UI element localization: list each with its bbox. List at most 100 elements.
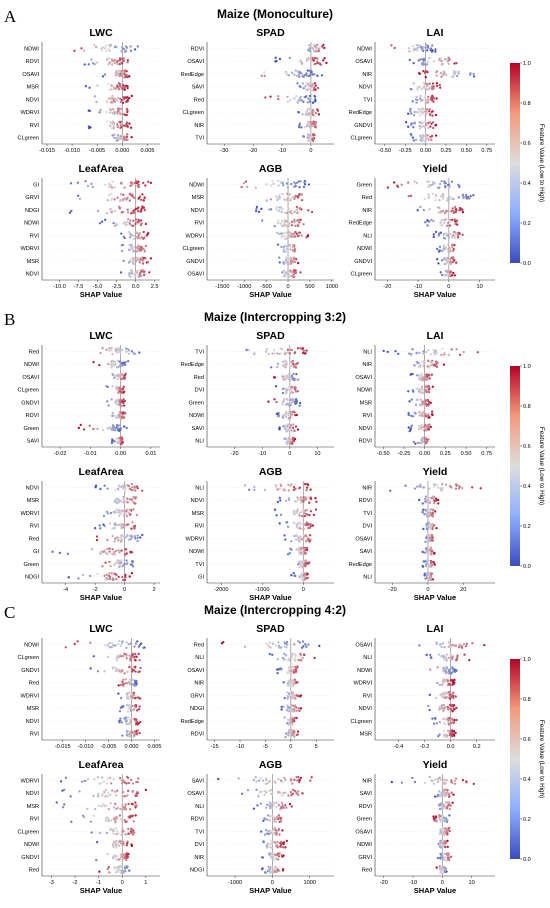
- shap-point: [288, 56, 291, 59]
- shap-point: [287, 423, 290, 426]
- shap-point: [117, 391, 120, 395]
- shap-point: [131, 246, 134, 250]
- shap-point: [282, 414, 285, 417]
- shap-point: [282, 705, 285, 708]
- shap-point: [437, 653, 441, 656]
- shap-point: [133, 645, 136, 648]
- shap-point: [440, 60, 443, 63]
- feature-points: [284, 728, 300, 739]
- shap-point: [457, 183, 460, 186]
- shap-point: [429, 512, 432, 515]
- shap-point: [132, 501, 135, 504]
- colorbar-tick-label: 1.0: [523, 364, 531, 370]
- shap-point: [276, 243, 280, 246]
- shap-point: [432, 126, 435, 130]
- shap-point: [284, 351, 287, 354]
- shap-point: [114, 794, 118, 797]
- shap-point: [429, 549, 432, 552]
- shap-point: [116, 487, 120, 491]
- x-tick-label: -0.2: [420, 744, 430, 750]
- feature-points: [424, 533, 435, 543]
- feature-points: [120, 230, 150, 241]
- shap-point: [282, 183, 285, 187]
- colorbar-gradient: [510, 366, 520, 566]
- shap-point: [415, 101, 418, 104]
- shap-point: [415, 181, 418, 185]
- shap-point: [302, 349, 305, 352]
- shap-point: [446, 671, 449, 674]
- shap-point: [294, 182, 297, 185]
- shap-point: [127, 665, 131, 669]
- shap-point: [110, 360, 113, 363]
- feature-points: [273, 508, 318, 518]
- shap-point: [64, 776, 68, 779]
- shap-point: [125, 653, 128, 656]
- shap-point: [129, 219, 132, 222]
- shap-point: [304, 560, 307, 563]
- shap-point: [289, 680, 292, 683]
- colorbar-tick-label: 0.2: [523, 221, 531, 227]
- shap-point: [134, 256, 137, 259]
- shap-point: [265, 199, 268, 202]
- shap-point: [294, 185, 297, 188]
- shap-point: [124, 75, 127, 79]
- shap-point: [429, 364, 433, 367]
- shap-point: [108, 88, 111, 92]
- shap-point: [96, 776, 100, 779]
- shap-point: [297, 549, 300, 552]
- shap-point: [93, 95, 97, 98]
- shap-point: [133, 352, 136, 355]
- shap-point: [115, 858, 118, 861]
- shap-point: [76, 640, 79, 643]
- shap-point: [104, 44, 107, 47]
- shap-point: [433, 353, 437, 356]
- shap-point: [116, 110, 119, 113]
- shap-point: [430, 526, 433, 529]
- shap-point: [285, 654, 288, 657]
- feature-label: NIR: [362, 208, 372, 214]
- shap-point: [427, 126, 430, 129]
- feature-points: [92, 359, 130, 369]
- x-tick-label: -20: [249, 148, 257, 154]
- shap-point: [119, 271, 123, 274]
- shap-point: [419, 46, 423, 49]
- shap-point: [125, 682, 129, 685]
- feature-label: NDVI: [191, 498, 205, 504]
- shap-point: [125, 782, 128, 785]
- shap-point: [275, 514, 278, 517]
- feature-points: [429, 666, 458, 675]
- shap-point: [300, 659, 303, 662]
- shap-point: [410, 134, 413, 137]
- shap-point: [446, 716, 449, 719]
- shap-point: [418, 124, 421, 128]
- shap-point: [275, 208, 278, 212]
- shap-point: [119, 853, 122, 857]
- shap-point: [282, 387, 285, 390]
- shap-point: [407, 352, 411, 355]
- feature-label: GNDVI: [21, 855, 39, 861]
- feature-label: RedEdge: [349, 110, 372, 116]
- shap-point: [88, 424, 91, 427]
- shap-point: [80, 780, 83, 783]
- feature-points: [120, 243, 148, 253]
- shap-point: [309, 83, 312, 87]
- shap-point: [427, 374, 431, 377]
- shap-point: [101, 428, 105, 432]
- shap-point: [293, 521, 296, 525]
- shap-point: [121, 138, 124, 142]
- shap-point: [299, 180, 302, 183]
- shap-point: [285, 363, 289, 366]
- x-tick-label: 0.000: [125, 744, 139, 750]
- shap-point: [120, 442, 123, 445]
- shap-point: [432, 219, 435, 223]
- shap-point: [437, 262, 440, 265]
- shap-point: [448, 683, 451, 686]
- shap-point: [409, 428, 412, 431]
- feature-label: NDWI: [189, 182, 204, 188]
- feature-points: [417, 69, 476, 79]
- shap-point: [422, 350, 425, 353]
- shap-point: [430, 550, 434, 553]
- shap-point: [122, 495, 125, 499]
